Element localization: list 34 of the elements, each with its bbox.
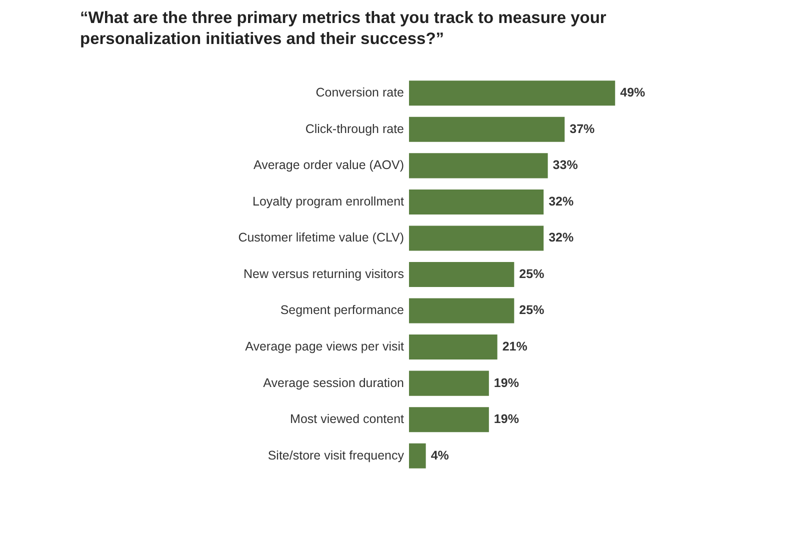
bar bbox=[409, 443, 426, 468]
y-tick-label: Click-through rate bbox=[305, 122, 404, 136]
y-tick-label: Site/store visit frequency bbox=[268, 448, 405, 462]
y-tick-label: Average session duration bbox=[263, 376, 404, 390]
data-label: 25% bbox=[519, 266, 544, 281]
y-tick-label: New versus returning visitors bbox=[244, 266, 404, 281]
bar bbox=[409, 80, 616, 106]
y-tick-label: Average order value (AOV) bbox=[253, 158, 404, 172]
data-label: 21% bbox=[502, 340, 528, 354]
data-label: 32% bbox=[548, 230, 574, 245]
bar bbox=[409, 153, 548, 178]
bar bbox=[409, 298, 514, 324]
y-tick-label: Average page views per visit bbox=[245, 340, 405, 354]
data-label: 33% bbox=[552, 158, 578, 172]
bar bbox=[409, 334, 498, 360]
bar bbox=[409, 189, 544, 214]
bar bbox=[409, 226, 544, 251]
data-label: 19% bbox=[494, 376, 519, 390]
bar bbox=[409, 370, 489, 396]
data-label: 37% bbox=[570, 122, 595, 136]
data-label: 32% bbox=[548, 194, 574, 208]
data-label: 19% bbox=[494, 412, 519, 426]
y-tick-label: Most viewed content bbox=[290, 412, 405, 426]
y-tick-label: Loyalty program enrollment bbox=[252, 194, 405, 208]
data-label: 49% bbox=[620, 86, 646, 100]
data-label: 4% bbox=[430, 448, 449, 462]
bar bbox=[409, 116, 565, 142]
y-tick-label: Customer lifetime value (CLV) bbox=[238, 230, 404, 245]
chart-title: “What are the three primary metrics that you track to measure your personalization initiatives and their success?” bbox=[80, 8, 608, 50]
bar bbox=[409, 262, 514, 288]
data-label: 25% bbox=[519, 303, 544, 318]
bar bbox=[409, 407, 489, 432]
y-tick-label: Segment performance bbox=[280, 303, 404, 318]
y-tick-label: Conversion rate bbox=[316, 86, 404, 100]
